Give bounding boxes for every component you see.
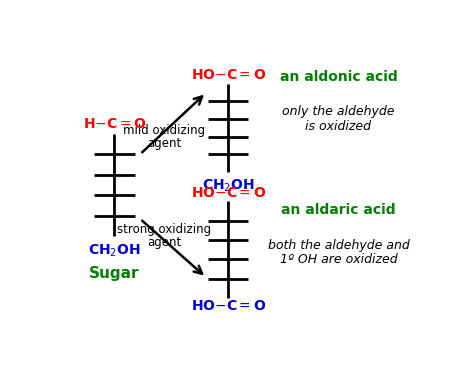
- Text: H$-$C$=$O: H$-$C$=$O: [82, 117, 146, 131]
- Text: is oxidized: is oxidized: [305, 120, 372, 133]
- Text: only the aldehyde: only the aldehyde: [282, 105, 395, 118]
- Text: HO$-$C$=$O: HO$-$C$=$O: [191, 299, 266, 314]
- Text: CH$_2$OH: CH$_2$OH: [202, 178, 255, 194]
- Text: an aldaric acid: an aldaric acid: [281, 203, 396, 217]
- Text: HO$-$C$=$O: HO$-$C$=$O: [191, 69, 266, 82]
- Text: 1º OH are oxidized: 1º OH are oxidized: [280, 253, 397, 266]
- Text: CH$_2$OH: CH$_2$OH: [88, 242, 141, 259]
- Text: strong oxidizing: strong oxidizing: [117, 223, 211, 235]
- Text: HO$-$C$=$O: HO$-$C$=$O: [191, 186, 266, 200]
- Text: an aldonic acid: an aldonic acid: [280, 69, 397, 83]
- Text: agent: agent: [147, 236, 181, 249]
- Text: both the aldehyde and: both the aldehyde and: [267, 239, 410, 252]
- Text: Sugar: Sugar: [89, 266, 140, 281]
- Text: mild oxidizing: mild oxidizing: [123, 124, 205, 137]
- Text: agent: agent: [147, 138, 181, 150]
